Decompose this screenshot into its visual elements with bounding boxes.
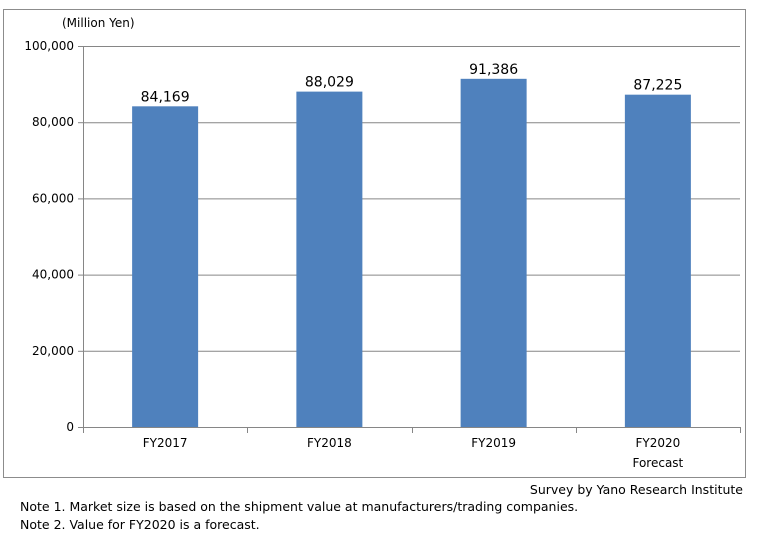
x-tick-label: FY2020 xyxy=(635,436,680,450)
y-tick-label: 20,000 xyxy=(32,344,74,358)
bar-chart: (Million Yen) 0 20,000 40,000 60,000 80,000 1… xyxy=(0,0,759,480)
x-tick-label: FY2018 xyxy=(307,436,352,450)
y-unit-label: (Million Yen) xyxy=(62,16,135,30)
source-credit: Survey by Yano Research Institute xyxy=(530,482,743,497)
x-tick-sublabel: Forecast xyxy=(632,456,683,470)
data-label: 87,225 xyxy=(633,78,682,94)
note-1: Note 1. Market size is based on the ship… xyxy=(20,499,578,514)
data-label: 91,386 xyxy=(469,62,518,78)
bar-fy2017 xyxy=(132,106,198,427)
x-tick-label: FY2019 xyxy=(471,436,516,450)
y-tick-label: 0 xyxy=(66,420,74,434)
data-label: 88,029 xyxy=(305,75,354,91)
bar-fy2019 xyxy=(461,79,527,427)
data-label: 84,169 xyxy=(141,89,190,105)
y-tick-label: 80,000 xyxy=(32,115,74,129)
bar-fy2018 xyxy=(296,92,362,427)
y-tick-label: 40,000 xyxy=(32,268,74,282)
note-2: Note 2. Value for FY2020 is a forecast. xyxy=(20,517,260,532)
y-tick-label: 100,000 xyxy=(24,39,74,53)
x-tick-label: FY2017 xyxy=(143,436,188,450)
y-tick-label: 60,000 xyxy=(32,191,74,205)
bar-fy2020 xyxy=(625,95,691,427)
